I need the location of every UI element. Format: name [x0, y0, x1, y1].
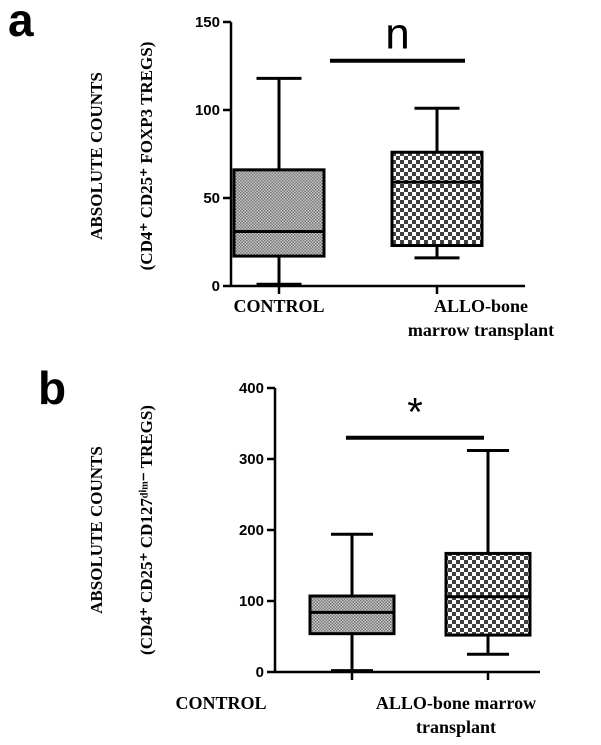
x-category-label: ALLO-bone marrow: [376, 693, 536, 713]
box-iqr: [444, 551, 532, 637]
panel-a: a ABSOLUTE COUNTS (CD4⁺ CD25⁺ FOXP3 TREG…: [8, 0, 554, 340]
y-tick-label: 400: [239, 380, 264, 397]
box-allo: [444, 448, 532, 656]
significance-label: *: [407, 391, 423, 435]
x-category-label: CONTROL: [233, 296, 324, 316]
y-tick-label: 150: [195, 14, 220, 31]
x-category-label: transplant: [416, 717, 496, 737]
y-tick-label: 100: [239, 593, 264, 610]
box-iqr: [390, 150, 484, 248]
y-tick-label: 100: [195, 102, 220, 119]
panel-label: a: [8, 0, 34, 46]
box-control: [308, 532, 396, 673]
box-allo: [390, 106, 484, 260]
y-axis-title-line1: ABSOLUTE COUNTS: [87, 446, 106, 614]
y-axis-title-line2: (CD4⁺ CD25⁺ FOXP3 TREGS): [137, 42, 156, 271]
significance-label: n: [385, 10, 409, 59]
y-tick-label: 200: [239, 522, 264, 539]
y-tick-label: 0: [212, 278, 220, 295]
panel-label: b: [38, 362, 66, 414]
box-iqr: [232, 168, 326, 258]
x-category-label: CONTROL: [175, 693, 266, 713]
panel-b: b ABSOLUTE COUNTS (CD4⁺ CD25⁺ CD127ᵈⁱᵐ⁻ …: [38, 362, 540, 737]
box-control: [232, 76, 326, 286]
x-category-label: ALLO-bone: [434, 296, 528, 316]
y-axis-title-line2: (CD4⁺ CD25⁺ CD127ᵈⁱᵐ⁻ TREGS): [137, 405, 156, 655]
y-tick-label: 50: [203, 190, 220, 207]
y-axis-title-line1: ABSOLUTE COUNTS: [87, 72, 106, 240]
x-category-label: marrow transplant: [408, 320, 554, 340]
plot-area: 0 50 100 150 CONTROL ALLO-bone marrow transpla…: [195, 10, 554, 340]
plot-area: 0 100 200 300 400 CONTROL ALLO-bone marrow tran…: [175, 380, 540, 737]
y-tick-label: 0: [256, 664, 264, 681]
box-iqr: [308, 594, 396, 636]
y-tick-label: 300: [239, 451, 264, 468]
